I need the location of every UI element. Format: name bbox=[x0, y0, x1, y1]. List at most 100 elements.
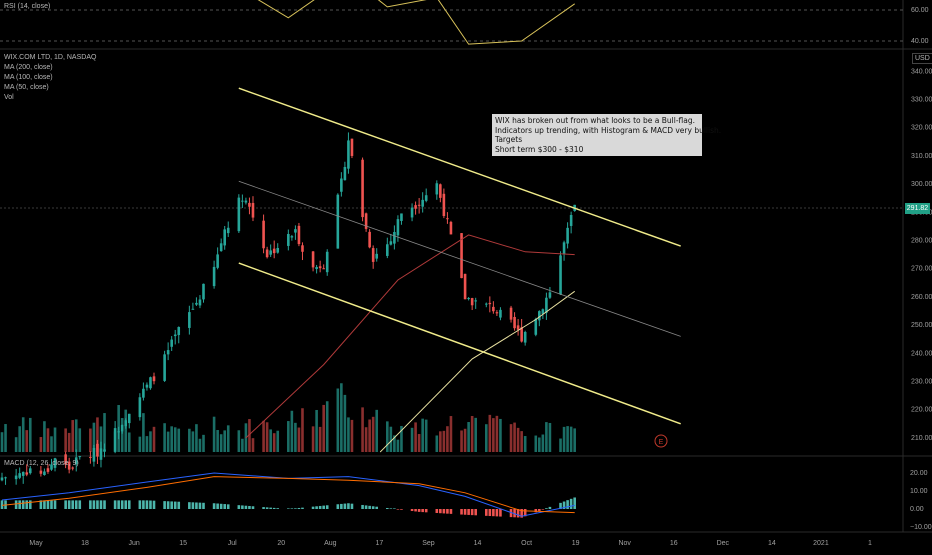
macd-histogram-bar bbox=[424, 509, 428, 513]
macd-histogram-bar bbox=[53, 500, 57, 509]
time-tick-label: 16 bbox=[670, 540, 678, 547]
volume-bar bbox=[492, 418, 495, 452]
macd-histogram-bar bbox=[163, 501, 166, 509]
volume-bar bbox=[177, 428, 181, 452]
macd-histogram-bar bbox=[71, 500, 74, 509]
volume-bar bbox=[241, 438, 244, 452]
ma200-legend[interactable]: MA (200, close) bbox=[4, 64, 53, 71]
ma100-legend[interactable]: MA (100, close) bbox=[4, 74, 53, 81]
macd-histogram-bar bbox=[442, 509, 446, 514]
candle-body bbox=[92, 447, 96, 462]
volume-bar bbox=[99, 426, 103, 452]
volume-bar bbox=[53, 427, 57, 452]
macd-histogram-bar bbox=[145, 500, 149, 509]
macd-histogram-bar bbox=[251, 506, 255, 509]
volume-bar bbox=[92, 422, 96, 452]
volume-bar bbox=[484, 424, 488, 452]
ma50-line bbox=[245, 234, 575, 439]
macd-histogram-bar bbox=[212, 503, 216, 509]
earnings-marker[interactable]: E bbox=[654, 434, 668, 448]
volume-bar bbox=[124, 409, 128, 452]
macd-histogram-bar bbox=[195, 502, 198, 509]
candle-body bbox=[336, 194, 340, 249]
candle-body bbox=[393, 232, 396, 244]
volume-bar bbox=[212, 416, 216, 452]
macd-histogram-bar bbox=[315, 506, 318, 509]
volume-layer bbox=[0, 383, 576, 452]
symbol-legend[interactable]: WIX.COM LTD, 1D, NASDAQ bbox=[4, 54, 97, 61]
candle-body bbox=[548, 292, 552, 298]
volume-bar bbox=[120, 418, 124, 452]
volume-bar bbox=[573, 428, 576, 452]
macd-histogram-bar bbox=[226, 504, 230, 509]
ma50-legend[interactable]: MA (50, close) bbox=[4, 84, 49, 91]
candle-body bbox=[467, 298, 470, 300]
currency-label[interactable]: USD bbox=[912, 53, 932, 64]
rsi-legend[interactable]: RSI (14, close) bbox=[4, 3, 51, 10]
macd-tick-label: 10.00 bbox=[910, 488, 928, 495]
macd-histogram-bar bbox=[113, 500, 117, 509]
macd-histogram-bar bbox=[262, 507, 265, 509]
time-tick-label: Jun bbox=[128, 540, 139, 547]
candle-body bbox=[449, 221, 453, 235]
candle-body bbox=[541, 309, 545, 314]
candle-body bbox=[463, 273, 467, 300]
candle-body bbox=[21, 471, 25, 476]
price-tick-label: 230.00 bbox=[911, 379, 932, 386]
volume-bar bbox=[424, 419, 428, 452]
macd-histogram-bar bbox=[520, 509, 523, 518]
candle-body bbox=[439, 184, 442, 198]
candle-body bbox=[237, 197, 241, 232]
volume-bar bbox=[396, 439, 400, 452]
candle-body bbox=[421, 199, 424, 207]
macd-histogram-bar bbox=[446, 509, 449, 514]
candle-body bbox=[202, 283, 205, 300]
macd-histogram-bar bbox=[290, 508, 294, 509]
time-tick-label: 19 bbox=[572, 540, 580, 547]
candle-body bbox=[446, 218, 449, 220]
volume-bar bbox=[495, 415, 499, 452]
macd-histogram-bar bbox=[495, 509, 499, 517]
rsi-tick-label: 40.00 bbox=[911, 38, 929, 45]
candle-body bbox=[410, 207, 414, 218]
candle-body bbox=[166, 350, 170, 355]
annotation-line: WIX has broken out from what looks to be… bbox=[495, 116, 695, 125]
volume-bar bbox=[21, 417, 25, 452]
volume-bar bbox=[446, 426, 449, 452]
volume-bar bbox=[219, 434, 223, 452]
macd-histogram-bar bbox=[548, 506, 552, 509]
macd-histogram-bar bbox=[237, 505, 241, 509]
time-tick-label: 1 bbox=[868, 540, 872, 547]
vol-legend[interactable]: Vol bbox=[4, 94, 14, 101]
macd-legend[interactable]: MACD (12, 26, close, 9) bbox=[4, 460, 79, 467]
macd-histogram-bar bbox=[361, 504, 364, 509]
volume-bar bbox=[516, 427, 520, 452]
candle-body bbox=[534, 318, 538, 335]
volume-bar bbox=[350, 419, 354, 452]
candle-body bbox=[142, 388, 145, 398]
macd-histogram-bar bbox=[265, 507, 269, 509]
volume-bar bbox=[50, 436, 53, 452]
candle-body bbox=[499, 309, 502, 318]
macd-histogram-bar bbox=[103, 500, 106, 509]
candle-body bbox=[294, 229, 297, 233]
candle-body bbox=[251, 202, 255, 218]
annotation-note[interactable]: WIX has broken out from what looks to be… bbox=[492, 114, 721, 157]
volume-bar bbox=[138, 436, 142, 452]
candle-body bbox=[219, 243, 223, 252]
candles-layer bbox=[0, 132, 576, 485]
price-tick-label: 260.00 bbox=[911, 294, 932, 301]
candle-body bbox=[25, 472, 29, 475]
candle-body bbox=[315, 267, 318, 270]
macd-histogram-bar bbox=[350, 503, 354, 509]
volume-bar bbox=[216, 430, 219, 452]
macd-histogram-bar bbox=[138, 500, 142, 509]
volume-bar bbox=[248, 419, 251, 452]
volume-bar bbox=[400, 425, 403, 452]
macd-histogram-bar bbox=[287, 508, 290, 509]
candle-body bbox=[18, 473, 21, 478]
candle-body bbox=[262, 220, 265, 249]
volume-bar bbox=[149, 431, 152, 452]
volume-bar bbox=[170, 426, 173, 452]
macd-histogram-bar bbox=[202, 502, 205, 509]
